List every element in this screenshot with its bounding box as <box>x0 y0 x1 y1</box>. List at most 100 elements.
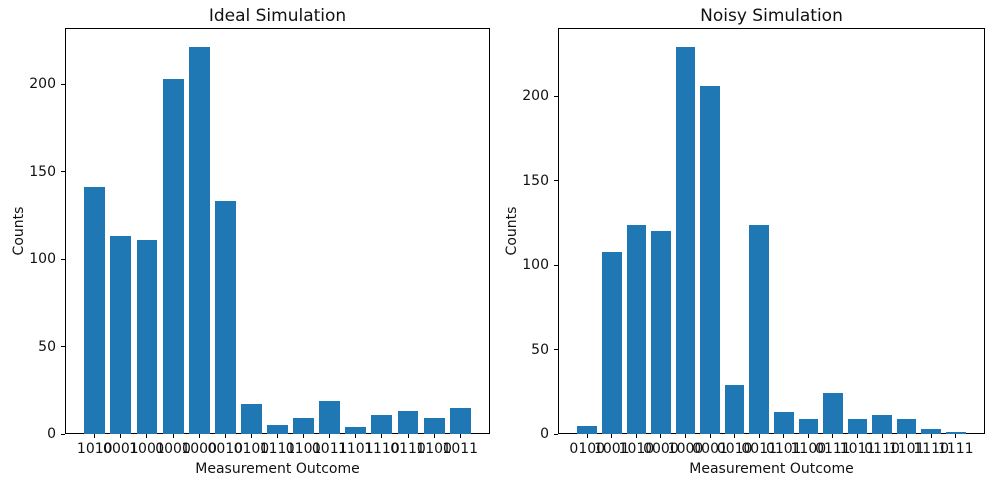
y-tick-label: 50 <box>38 338 56 355</box>
axes-ideal-simulation <box>65 28 490 434</box>
bar-1100 <box>798 418 819 434</box>
x-tick-mark <box>94 434 96 438</box>
bar-0001 <box>110 236 132 434</box>
x-tick-mark <box>381 434 383 438</box>
bar-1010 <box>84 187 106 434</box>
x-tick-mark <box>685 434 686 438</box>
chart-title-ideal: Ideal Simulation <box>208 6 347 26</box>
y-axis-label-ideal: Counts <box>11 206 27 256</box>
x-tick-mark <box>660 434 662 438</box>
x-tick-mark <box>611 434 613 438</box>
bar-1101 <box>345 427 367 434</box>
bar-1100 <box>423 418 445 434</box>
x-tick-label: 0101 <box>285 441 322 457</box>
x-tick-label: 1101 <box>888 441 925 457</box>
x-tick-label: 1110 <box>364 441 400 457</box>
x-tick-label: 1100 <box>790 441 827 457</box>
bar-0001 <box>700 86 720 434</box>
x-tick-mark <box>709 434 711 438</box>
bar-1010 <box>626 224 647 434</box>
bar-1000 <box>188 47 210 434</box>
bar-0100 <box>577 425 598 434</box>
bar-1011 <box>847 418 868 434</box>
bar-1110 <box>371 414 393 434</box>
x-tick-label: 0010 <box>207 441 244 457</box>
bar-0101 <box>293 418 315 434</box>
bar-0000 <box>162 78 184 434</box>
x-tick-mark <box>783 434 785 438</box>
x-tick-mark <box>459 434 461 438</box>
bar-0011 <box>319 400 341 434</box>
x-tick-label: 1010 <box>76 441 113 457</box>
x-tick-mark <box>955 434 957 438</box>
x-tick-mark <box>635 434 637 438</box>
y-tick-label: 0 <box>540 426 549 442</box>
bar-1110 <box>921 428 941 434</box>
x-tick-label: 0000 <box>643 441 679 457</box>
axes-noisy-simulation <box>558 28 985 434</box>
x-tick-mark <box>758 434 760 438</box>
x-tick-mark <box>906 434 908 438</box>
x-tick-mark <box>433 434 435 438</box>
x-tick-label: 0001 <box>103 441 139 457</box>
y-tick-label: 150 <box>522 172 549 189</box>
x-tick-mark <box>277 434 278 438</box>
y-tick-label: 200 <box>29 76 56 93</box>
x-tick-label: 1011 <box>442 441 479 457</box>
x-tick-mark <box>120 434 122 438</box>
x-tick-label: 0100 <box>233 441 270 457</box>
y-tick-mark <box>554 180 558 182</box>
x-tick-label: 1000 <box>667 441 704 457</box>
x-tick-mark <box>146 434 148 438</box>
x-tick-mark <box>734 434 736 438</box>
x-tick-label: 0101 <box>765 441 802 457</box>
x-tick-label: 0000 <box>155 441 191 457</box>
y-axis-label-noisy: Counts <box>504 206 520 256</box>
x-tick-mark <box>198 434 200 438</box>
y-tick-mark <box>554 349 558 351</box>
chart-title-noisy: Noisy Simulation <box>700 6 843 26</box>
bar-0010 <box>724 385 745 434</box>
bar-0111 <box>823 393 843 434</box>
x-tick-label: 1010 <box>618 441 655 457</box>
x-tick-mark <box>832 434 834 438</box>
y-tick-label: 100 <box>522 257 549 274</box>
bar-1000 <box>675 47 696 434</box>
x-tick-label: 1100 <box>416 441 452 457</box>
x-tick-label: 1000 <box>181 441 217 457</box>
x-tick-label: 0111 <box>815 441 851 457</box>
x-tick-mark <box>807 434 809 438</box>
bar-0010 <box>214 201 236 434</box>
x-tick-label: 0011 <box>741 441 778 457</box>
y-tick-label: 200 <box>522 88 549 105</box>
bar-0100 <box>240 404 262 434</box>
x-tick-label: 1101 <box>337 441 374 457</box>
x-tick-label: 1111 <box>937 441 974 457</box>
x-tick-mark <box>881 434 883 438</box>
x-axis-label-noisy: Measurement Outcome <box>689 461 854 477</box>
x-tick-label: 1011 <box>839 441 876 457</box>
bar-0110 <box>397 411 419 434</box>
x-tick-label: 1001 <box>129 441 165 457</box>
x-tick-mark <box>355 434 357 438</box>
x-tick-mark <box>172 434 174 438</box>
x-tick-label: 1110 <box>913 441 950 457</box>
x-tick-label: 0110 <box>864 441 900 457</box>
x-tick-mark <box>329 434 331 438</box>
y-tick-mark <box>61 433 65 435</box>
y-tick-mark <box>554 95 558 97</box>
bar-0000 <box>651 231 671 434</box>
y-tick-label: 0 <box>47 426 56 442</box>
x-tick-mark <box>407 434 409 438</box>
y-tick-mark <box>554 264 558 266</box>
x-axis-label-ideal: Measurement Outcome <box>195 461 360 477</box>
x-tick-mark <box>930 434 932 438</box>
x-tick-label: 0100 <box>569 441 606 457</box>
bar-0011 <box>749 224 770 434</box>
y-tick-label: 50 <box>531 341 549 358</box>
bar-1101 <box>896 418 917 434</box>
y-tick-mark <box>61 83 65 85</box>
x-tick-label: 0001 <box>692 441 728 457</box>
x-tick-mark <box>224 434 226 438</box>
